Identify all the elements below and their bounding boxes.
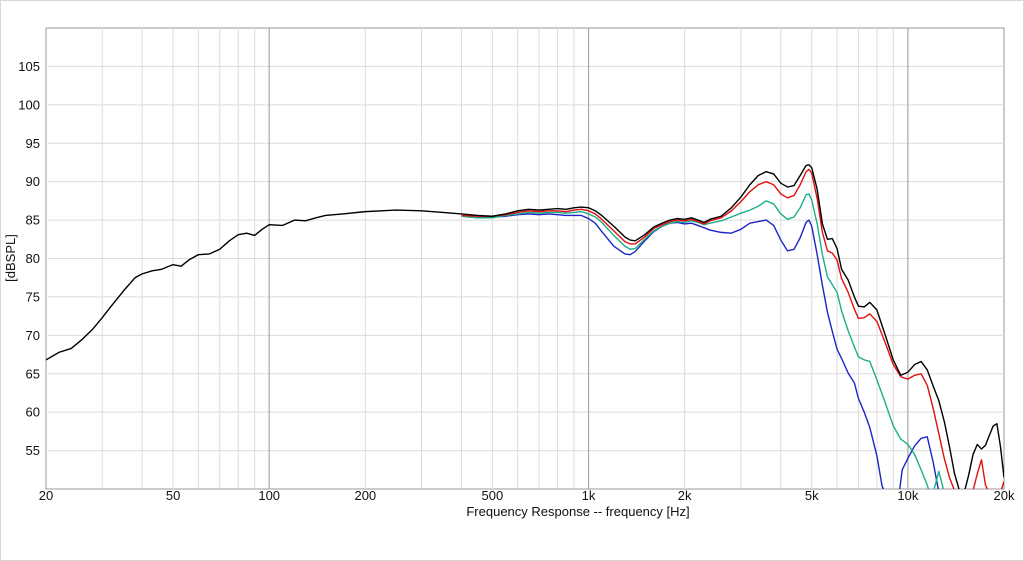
x-tick-label: 2k bbox=[678, 488, 692, 503]
series-line bbox=[461, 193, 945, 489]
x-axis-title: Frequency Response -- frequency [Hz] bbox=[466, 504, 689, 519]
y-tick-label: 95 bbox=[26, 136, 40, 151]
x-tick-label: 5k bbox=[805, 488, 819, 503]
y-tick-label: 60 bbox=[26, 405, 40, 420]
x-tick-label: 20 bbox=[39, 488, 53, 503]
minor-gridlines bbox=[46, 28, 1004, 489]
y-tick-label: 90 bbox=[26, 174, 40, 189]
y-tick-label: 70 bbox=[26, 328, 40, 343]
y-tick-label: 100 bbox=[18, 97, 40, 112]
series-line bbox=[461, 168, 1004, 489]
y-tick-label: 55 bbox=[26, 443, 40, 458]
x-tick-label: 10k bbox=[897, 488, 918, 503]
x-tick-label: 200 bbox=[354, 488, 376, 503]
tick-labels: 55 60 65 70 75 80 85 90 95 100 105 20 50 100 200 500 1k 2… bbox=[18, 59, 1015, 503]
y-tick-label: 65 bbox=[26, 366, 40, 381]
x-tick-label: 50 bbox=[166, 488, 180, 503]
series-line bbox=[461, 213, 939, 489]
series-line bbox=[46, 164, 1004, 489]
x-tick-label: 1k bbox=[582, 488, 596, 503]
x-tick-label: 100 bbox=[258, 488, 280, 503]
y-tick-label: 80 bbox=[26, 251, 40, 266]
major-gridlines bbox=[268, 28, 909, 489]
y-tick-label: 105 bbox=[18, 59, 40, 74]
x-tick-label: 20k bbox=[994, 488, 1015, 503]
x-tick-label: 500 bbox=[482, 488, 504, 503]
y-tick-label: 85 bbox=[26, 213, 40, 228]
y-axis-title: [dBSPL] bbox=[3, 234, 18, 282]
series-layer bbox=[46, 164, 1004, 489]
y-tick-label: 75 bbox=[26, 289, 40, 304]
